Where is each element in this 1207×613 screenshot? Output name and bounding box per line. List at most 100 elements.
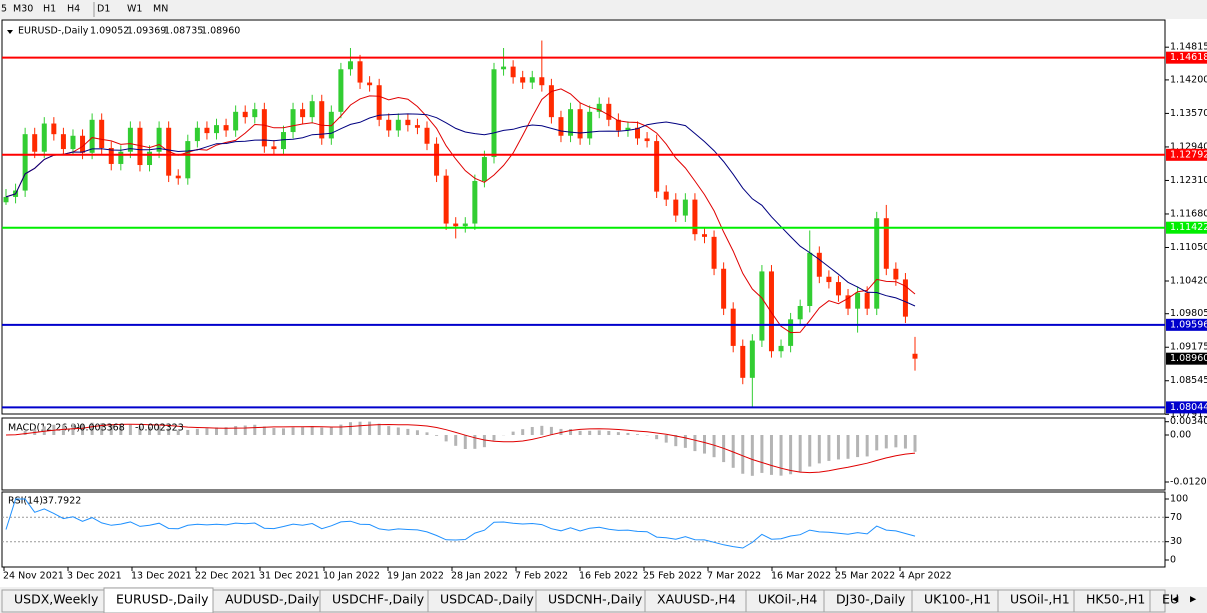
timeframe-button[interactable]: 5 — [1, 4, 7, 15]
tab[interactable] — [1149, 589, 1166, 613]
tab-label[interactable]: USDCAD-,Daily — [440, 592, 534, 607]
x-tick-label: 4 Apr 2022 — [899, 571, 952, 582]
moving-average — [5, 113, 916, 307]
candle-body — [864, 292, 870, 309]
timeframe-button[interactable]: H4 — [67, 4, 80, 15]
macd-value: -0.002323 — [135, 423, 184, 434]
tab-label[interactable]: USOil-,H1 — [1010, 592, 1070, 607]
y-tick-label: 1.12940 — [1170, 141, 1207, 152]
y-tick-label: 100 — [1170, 494, 1188, 505]
tab-label[interactable]: EURUSD-,Daily — [116, 592, 209, 607]
candle-body — [682, 199, 688, 216]
candle-body — [280, 132, 286, 150]
tab-label[interactable]: XAUUSD-,H4 — [657, 592, 736, 607]
candle-body — [510, 66, 516, 78]
tab-label[interactable]: DJ30-,Daily — [836, 592, 906, 607]
x-tick-label: 25 Mar 2022 — [835, 571, 895, 582]
candle-body — [386, 119, 392, 131]
timeframe-button[interactable]: H1 — [43, 4, 56, 15]
candle-body — [89, 119, 95, 153]
tab-label[interactable]: UK100-,H1 — [924, 592, 991, 607]
candle-body — [520, 77, 526, 83]
candle-body — [855, 292, 861, 309]
candle-body — [414, 125, 420, 128]
candle-body — [548, 85, 554, 118]
y-tick-label: 1.12310 — [1170, 175, 1207, 186]
candle-body — [635, 127, 641, 139]
candle-body — [424, 127, 430, 144]
timeframe-button[interactable]: W1 — [127, 4, 142, 15]
timeframe-button[interactable]: D1 — [97, 4, 110, 15]
candle-body — [443, 175, 449, 224]
candle-body — [118, 151, 124, 164]
toolbar — [0, 0, 1207, 19]
candle-body — [290, 109, 296, 133]
candle-body — [271, 146, 277, 150]
candle-body — [376, 85, 382, 120]
candle-body — [357, 61, 363, 83]
candle-body — [912, 353, 918, 359]
candle-body — [80, 135, 86, 153]
tab-label[interactable]: EU — [1162, 592, 1179, 607]
level-label: 1.08044 — [1170, 402, 1207, 413]
level-label: 1.11422 — [1170, 222, 1207, 233]
moving-average — [5, 88, 916, 334]
candle-body — [453, 223, 459, 227]
candle-body — [768, 271, 774, 352]
candle-body — [147, 151, 153, 166]
candle-body — [558, 117, 564, 136]
macd-signal — [5, 423, 916, 474]
rsi-value: 37.7922 — [42, 496, 81, 507]
timeframe-button[interactable]: MN — [153, 4, 168, 15]
y-tick-label: 1.13570 — [1170, 108, 1207, 119]
tab-scroll-left[interactable]: ◂ — [1172, 591, 1179, 606]
candle-body — [902, 279, 908, 317]
candle-body — [319, 101, 325, 139]
y-tick-label: 70 — [1170, 512, 1182, 523]
candle-body — [577, 109, 583, 139]
candle-body — [367, 82, 373, 86]
tab-label[interactable]: UKOil-,H4 — [758, 592, 817, 607]
candle-body — [22, 134, 28, 191]
candle-body — [730, 308, 736, 346]
candle-body — [826, 276, 832, 283]
y-tick-label: 30 — [1170, 536, 1182, 547]
x-tick-label: 3 Dec 2021 — [67, 571, 122, 582]
level-tag — [1166, 401, 1207, 414]
timeframe-button[interactable]: M30 — [13, 4, 33, 15]
tab-label[interactable]: USDCHF-,Daily — [332, 592, 425, 607]
candle-body — [625, 127, 631, 131]
candle-body — [3, 196, 9, 203]
candle-body — [51, 123, 57, 135]
price-tag — [1166, 352, 1207, 365]
candle-body — [472, 180, 478, 224]
candle-body — [845, 295, 851, 309]
candle-body — [300, 109, 306, 118]
rsi-line — [5, 498, 916, 549]
tab-label[interactable]: HK50-,H1 — [1086, 592, 1145, 607]
candle-body — [108, 147, 114, 164]
candle-body — [615, 119, 621, 131]
candle-body — [587, 111, 593, 139]
candle-body — [309, 101, 315, 118]
tab-scroll-right[interactable]: ▸ — [1190, 591, 1197, 606]
macd-panel — [1, 417, 1166, 491]
x-tick-label: 25 Feb 2022 — [643, 571, 702, 582]
candle-body — [501, 66, 507, 70]
x-tick-label: 16 Feb 2022 — [579, 571, 638, 582]
candle-body — [233, 111, 239, 131]
symbol: EURUSD-,Daily — [18, 26, 89, 37]
candle-body — [816, 252, 822, 277]
candle-body — [137, 127, 143, 166]
candle-body — [711, 236, 717, 269]
candle-body — [41, 123, 47, 152]
tab-label[interactable]: USDX,Weekly — [14, 592, 99, 607]
tab-label[interactable]: USDCNH-,Daily — [548, 592, 643, 607]
tab-label[interactable]: AUDUSD-,Daily — [225, 592, 320, 607]
header-arrow — [7, 30, 13, 34]
level-label: 1.14618 — [1170, 52, 1207, 63]
candle-body — [893, 268, 899, 280]
level-tag — [1166, 148, 1207, 161]
